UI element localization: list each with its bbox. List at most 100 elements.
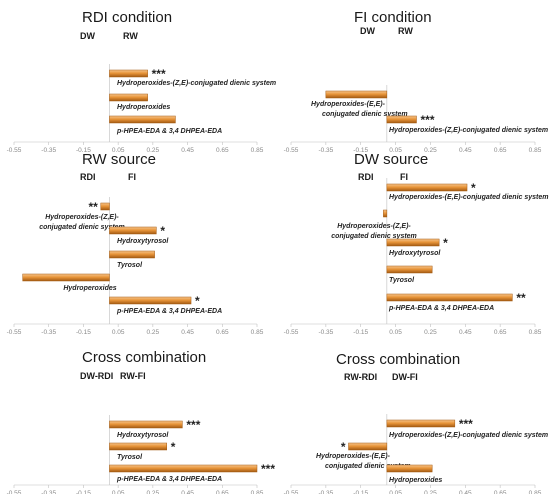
group-label-right: FI: [400, 172, 408, 182]
bar: [325, 90, 388, 99]
bar-label: Hydroxytyrosol: [117, 238, 169, 245]
significance-marker: ***: [186, 418, 200, 432]
x-tick-label: -0.35: [41, 147, 56, 154]
bar-label: Tyrosol: [117, 262, 143, 269]
x-tick-label: -0.55: [284, 490, 299, 494]
group-label-left: RDI: [80, 172, 96, 182]
x-tick-label: 0.85: [529, 329, 542, 336]
x-tick-label: 0.25: [424, 147, 437, 154]
x-tick-label: -0.35: [318, 147, 333, 154]
x-tick-label: 0.05: [112, 147, 125, 154]
significance-marker: ***: [261, 462, 275, 476]
x-tick-label: 0.85: [251, 490, 264, 494]
x-tick-label: -0.55: [284, 147, 299, 154]
bar-label: Hydroxytyrosol: [389, 250, 441, 257]
x-tick-label: 0.45: [181, 147, 194, 154]
significance-marker: *: [171, 440, 176, 454]
bar: [386, 419, 456, 428]
significance-marker: *: [160, 224, 165, 238]
significance-marker: *: [443, 236, 448, 250]
bar-label: Hydroperoxides: [389, 477, 442, 484]
x-tick-label: 0.45: [181, 329, 194, 336]
bar: [386, 115, 417, 124]
bar: [100, 202, 110, 211]
bar-label: Hydroperoxides-(E,E)-conjugated dienic s…: [389, 194, 548, 201]
x-tick-label: 0.25: [424, 490, 437, 494]
group-label-left: DW: [80, 31, 95, 41]
x-tick-label: -0.55: [7, 329, 22, 336]
x-tick-label: -0.55: [284, 329, 299, 336]
panel-title: DW source: [354, 151, 428, 168]
bar: [109, 420, 183, 429]
x-tick-label: -0.55: [7, 147, 22, 154]
significance-marker: ***: [420, 113, 434, 127]
bar-label: Hydroperoxides-(Z,E)-: [337, 223, 411, 230]
bar-label: p-HPEA-EDA & 3,4 DHPEA-EDA: [116, 476, 222, 483]
x-tick-label: -0.35: [41, 329, 56, 336]
x-tick-label: -0.15: [76, 147, 91, 154]
x-tick-label: 0.25: [147, 329, 160, 336]
group-label-left: RW-RDI: [344, 372, 377, 382]
significance-marker: ***: [459, 417, 473, 431]
x-tick-label: 0.25: [147, 490, 160, 494]
x-tick-label: -0.15: [353, 490, 368, 494]
bar: [22, 273, 110, 282]
x-tick-label: -0.15: [76, 490, 91, 494]
chart-panel-5: Cross combination DW-RDI RW-FI -0.55 -0.35 -0…: [7, 349, 276, 494]
x-tick-label: -0.15: [353, 329, 368, 336]
bar-label: p-HPEA-EDA & 3,4 DHPEA-EDA: [116, 128, 222, 135]
x-tick-label: 0.25: [147, 147, 160, 154]
group-label-right: RW: [398, 26, 413, 36]
significance-marker: *: [471, 181, 476, 195]
bar-label: Hydroperoxides-(Z,E)-conjugated dienic s…: [389, 432, 548, 439]
x-tick-label: 0.05: [112, 490, 125, 494]
bar: [109, 250, 155, 259]
bar: [109, 93, 148, 102]
chart-panel-1: RDI condition DW RW -0.55 -0.35 -0.15 0.05 0.25…: [7, 9, 277, 154]
panel-title: FI condition: [354, 9, 432, 26]
bar: [109, 464, 258, 473]
group-label-right: RW-FI: [120, 371, 146, 381]
bar: [109, 226, 157, 235]
x-tick-label: 0.45: [459, 490, 472, 494]
bar-label: conjugated dienic system: [325, 463, 411, 470]
group-label-right: RW: [123, 31, 138, 41]
bar-label: Hydroperoxides-(Z,E)-conjugated dienic s…: [389, 127, 548, 134]
bar: [109, 69, 148, 78]
group-label-left: RDI: [358, 172, 374, 182]
x-tick-label: 0.85: [529, 490, 542, 494]
bar-label: conjugated dienic system: [39, 224, 125, 231]
significance-marker: ***: [152, 67, 166, 81]
group-label-right: DW-FI: [392, 372, 418, 382]
panel-title: RDI condition: [82, 9, 172, 26]
bar: [348, 442, 388, 451]
bar-label: Hydroperoxides-(Z,E)-: [45, 214, 119, 221]
x-tick-label: 0.65: [494, 147, 507, 154]
x-tick-label: 0.05: [389, 147, 402, 154]
x-tick-label: 0.45: [459, 329, 472, 336]
bar: [386, 238, 440, 247]
x-tick-label: 0.05: [112, 329, 125, 336]
bar: [386, 183, 468, 192]
x-tick-label: -0.15: [76, 329, 91, 336]
panel-title: Cross combination: [82, 349, 206, 366]
bar-label: Tyrosol: [117, 454, 143, 461]
x-tick-label: 0.85: [529, 147, 542, 154]
bar: [109, 296, 192, 305]
bar-label: p-HPEA-EDA & 3,4 DHPEA-EDA: [388, 305, 494, 312]
significance-marker: *: [195, 294, 200, 308]
significance-marker: *: [341, 440, 346, 454]
x-tick-label: 0.05: [389, 329, 402, 336]
x-tick-label: 0.85: [251, 147, 264, 154]
bar-label: p-HPEA-EDA & 3,4 DHPEA-EDA: [116, 308, 222, 315]
group-label-left: DW: [360, 26, 375, 36]
bar-label: conjugated dienic system: [322, 111, 408, 118]
group-label-right: FI: [128, 172, 136, 182]
x-tick-label: 0.45: [459, 147, 472, 154]
x-tick-label: 0.45: [181, 490, 194, 494]
x-tick-label: 0.65: [494, 490, 507, 494]
bar-label: Hydroperoxides-(E,E)-: [316, 453, 391, 460]
x-tick-label: 0.85: [251, 329, 264, 336]
bar-label: Hydroperoxides-(Z,E)-conjugated dienic s…: [117, 80, 276, 87]
